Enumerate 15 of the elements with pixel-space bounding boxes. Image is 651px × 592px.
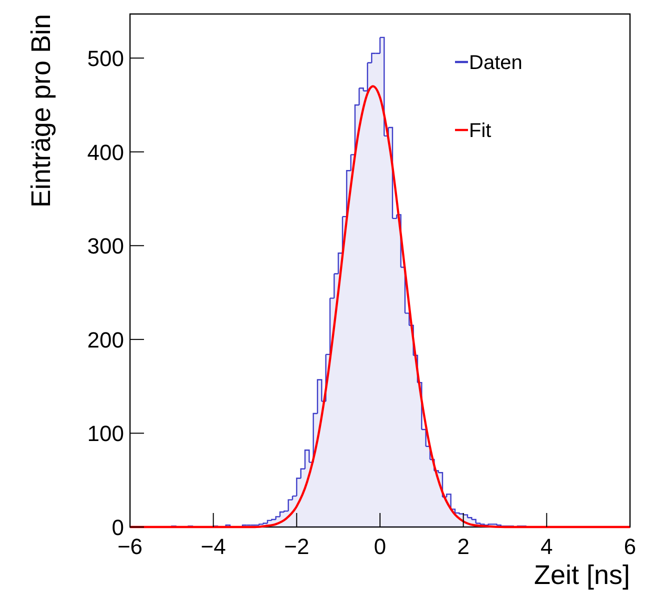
legend-label: Fit bbox=[469, 120, 492, 142]
x-tick-label: 2 bbox=[457, 534, 470, 559]
y-tick-label: 400 bbox=[87, 140, 124, 165]
x-tick-label: 0 bbox=[374, 534, 386, 559]
y-tick-label: 500 bbox=[87, 46, 124, 72]
x-tick-label: −2 bbox=[284, 534, 310, 559]
x-tick-label: 4 bbox=[540, 534, 553, 559]
x-tick-label: 6 bbox=[624, 534, 636, 559]
y-tick-label: 200 bbox=[87, 327, 124, 352]
y-axis-title: Einträge pro Bin bbox=[26, 14, 56, 208]
y-tick-label: 300 bbox=[87, 234, 124, 259]
legend-label: Daten bbox=[469, 52, 522, 74]
y-tick-label: 100 bbox=[87, 421, 124, 446]
x-tick-label: −4 bbox=[200, 534, 226, 559]
x-axis-title: Zeit [ns] bbox=[534, 560, 630, 590]
